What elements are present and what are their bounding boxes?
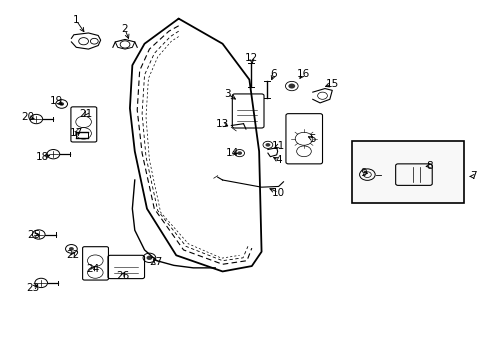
Bar — [351, 140, 463, 203]
Text: 4: 4 — [275, 155, 282, 165]
Text: 23: 23 — [26, 283, 39, 293]
Text: 10: 10 — [271, 188, 285, 198]
Circle shape — [59, 102, 64, 106]
Text: 13: 13 — [216, 120, 229, 129]
Text: 17: 17 — [69, 129, 83, 138]
Text: 18: 18 — [36, 152, 49, 162]
Text: 1: 1 — [73, 15, 80, 26]
Text: 25: 25 — [27, 230, 41, 239]
Text: 2: 2 — [122, 24, 128, 35]
Text: 16: 16 — [296, 69, 309, 79]
Circle shape — [265, 143, 270, 147]
Text: 19: 19 — [50, 96, 63, 106]
Text: 5: 5 — [309, 134, 315, 144]
Text: 7: 7 — [469, 171, 476, 181]
Text: 6: 6 — [270, 69, 277, 79]
Text: 11: 11 — [271, 141, 285, 151]
Circle shape — [146, 256, 152, 260]
Text: 26: 26 — [116, 271, 129, 281]
Text: 15: 15 — [325, 79, 338, 89]
Text: 12: 12 — [244, 53, 258, 63]
Text: 27: 27 — [149, 257, 162, 267]
Text: 22: 22 — [66, 250, 80, 260]
Text: 3: 3 — [224, 89, 230, 99]
Circle shape — [288, 84, 295, 89]
Circle shape — [69, 247, 74, 251]
Circle shape — [237, 151, 242, 155]
Text: 9: 9 — [360, 168, 366, 178]
Text: 14: 14 — [225, 148, 239, 158]
Text: 21: 21 — [79, 109, 92, 119]
Text: 8: 8 — [426, 161, 432, 171]
Text: 20: 20 — [21, 112, 34, 122]
Text: 24: 24 — [86, 264, 100, 274]
